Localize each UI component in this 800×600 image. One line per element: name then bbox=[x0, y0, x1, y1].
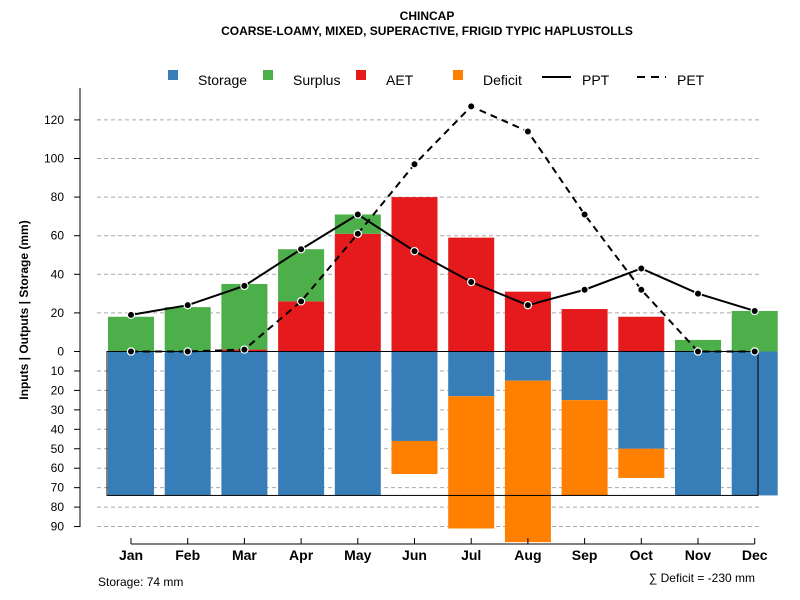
x-tick-label-aug: Aug bbox=[514, 547, 541, 563]
bar-aet-jun bbox=[392, 197, 438, 351]
legend-swatch-aet bbox=[356, 70, 366, 80]
x-tick-label-may: May bbox=[344, 547, 371, 563]
pet-point-apr bbox=[298, 298, 305, 305]
bar-storage-aug bbox=[505, 352, 551, 381]
storage-footer: Storage: 74 mm bbox=[98, 575, 183, 589]
pet-point-feb bbox=[184, 348, 191, 355]
chart-subtitle: COARSE-LOAMY, MIXED, SUPERACTIVE, FRIGID… bbox=[221, 24, 633, 38]
x-tick-label-feb: Feb bbox=[175, 547, 200, 563]
pet-point-jun bbox=[411, 161, 418, 168]
pet-point-may bbox=[354, 230, 361, 237]
y-tick-label-lower-60: 60 bbox=[51, 461, 65, 475]
y-tick-label-upper-20: 20 bbox=[51, 306, 65, 320]
ppt-point-feb bbox=[184, 302, 191, 309]
bar-surplus-feb bbox=[165, 307, 211, 351]
y-tick-label-lower-10: 10 bbox=[51, 364, 65, 378]
y-tick-label-lower-40: 40 bbox=[51, 422, 65, 436]
pet-point-jan bbox=[127, 348, 134, 355]
pet-point-mar bbox=[241, 346, 248, 353]
ppt-point-mar bbox=[241, 282, 248, 289]
ppt-point-nov bbox=[694, 290, 701, 297]
bar-storage-may bbox=[335, 352, 381, 496]
legend-label-aet: AET bbox=[386, 72, 414, 88]
y-tick-label-upper-100: 100 bbox=[44, 152, 64, 166]
ppt-point-may bbox=[354, 211, 361, 218]
y-tick-label-upper-80: 80 bbox=[51, 190, 65, 204]
y-tick-label-upper-40: 40 bbox=[51, 267, 65, 281]
bar-deficit-jun bbox=[392, 441, 438, 474]
bar-storage-jun bbox=[392, 352, 438, 441]
y-axis-label: Inputs | Outputs | Storage (mm) bbox=[17, 220, 31, 399]
ppt-point-jan bbox=[127, 311, 134, 318]
x-tick-label-sep: Sep bbox=[572, 547, 598, 563]
legend-swatch-storage bbox=[168, 70, 178, 80]
ppt-point-oct bbox=[638, 265, 645, 272]
bar-storage-mar bbox=[221, 352, 267, 496]
y-tick-label-lower-70: 70 bbox=[51, 481, 65, 495]
bar-aet-jul bbox=[448, 238, 494, 352]
pet-point-dec bbox=[751, 348, 758, 355]
pet-point-jul bbox=[468, 103, 475, 110]
legend-label-pet: PET bbox=[677, 72, 705, 88]
ppt-point-dec bbox=[751, 307, 758, 314]
ppt-point-jun bbox=[411, 248, 418, 255]
bar-surplus-mar bbox=[221, 284, 267, 350]
bar-storage-apr bbox=[278, 352, 324, 496]
pet-point-oct bbox=[638, 286, 645, 293]
x-tick-label-dec: Dec bbox=[742, 547, 768, 563]
deficit-footer: ∑ Deficit = -230 mm bbox=[649, 571, 755, 585]
legend-label-storage: Storage bbox=[198, 72, 247, 88]
x-tick-label-jun: Jun bbox=[402, 547, 427, 563]
bar-storage-jul bbox=[448, 352, 494, 397]
y-tick-label-lower-80: 80 bbox=[51, 500, 65, 514]
bar-aet-sep bbox=[562, 309, 608, 351]
x-tick-label-apr: Apr bbox=[289, 547, 314, 563]
y-tick-label-upper-0: 0 bbox=[57, 345, 64, 359]
bar-surplus-dec bbox=[732, 311, 778, 352]
bar-storage-oct bbox=[618, 352, 664, 449]
y-tick-label-upper-60: 60 bbox=[51, 229, 65, 243]
bar-aet-oct bbox=[618, 317, 664, 352]
pet-point-nov bbox=[694, 348, 701, 355]
pet-point-aug bbox=[524, 128, 531, 135]
ppt-point-apr bbox=[298, 246, 305, 253]
legend-swatch-surplus bbox=[263, 70, 273, 80]
ppt-point-sep bbox=[581, 286, 588, 293]
chart-title: CHINCAP bbox=[400, 9, 455, 23]
water-balance-chart: CHINCAP COARSE-LOAMY, MIXED, SUPERACTIVE… bbox=[0, 0, 800, 600]
bar-deficit-jul bbox=[448, 396, 494, 528]
bar-aet-apr bbox=[278, 301, 324, 351]
bar-deficit-oct bbox=[618, 449, 664, 478]
bar-surplus-jan bbox=[108, 317, 154, 352]
legend-swatch-deficit bbox=[453, 70, 463, 80]
ppt-point-aug bbox=[524, 302, 531, 309]
y-tick-label-lower-50: 50 bbox=[51, 442, 65, 456]
x-tick-label-nov: Nov bbox=[685, 547, 712, 563]
bar-storage-dec bbox=[732, 352, 778, 496]
bar-storage-sep bbox=[562, 352, 608, 401]
bars bbox=[107, 197, 778, 542]
x-tick-label-jul: Jul bbox=[461, 547, 481, 563]
x-tick-label-oct: Oct bbox=[630, 547, 654, 563]
bar-deficit-aug bbox=[505, 381, 551, 542]
bar-deficit-sep bbox=[562, 400, 608, 495]
ppt-point-jul bbox=[468, 278, 475, 285]
bar-storage-feb bbox=[165, 352, 211, 496]
bar-storage-jan bbox=[108, 352, 154, 496]
y-tick-label-lower-30: 30 bbox=[51, 403, 65, 417]
bar-surplus-apr bbox=[278, 249, 324, 301]
y-tick-label-lower-20: 20 bbox=[51, 383, 65, 397]
legend-label-deficit: Deficit bbox=[483, 72, 522, 88]
y-tick-label-lower-90: 90 bbox=[51, 520, 65, 534]
legend-label-ppt: PPT bbox=[582, 72, 610, 88]
legend: Storage Surplus AET Deficit PPT PET bbox=[168, 70, 705, 88]
legend-label-surplus: Surplus bbox=[293, 72, 340, 88]
pet-point-sep bbox=[581, 211, 588, 218]
x-tick-label-mar: Mar bbox=[232, 547, 257, 563]
y-tick-label-upper-120: 120 bbox=[44, 113, 64, 127]
x-tick-label-jan: Jan bbox=[119, 547, 143, 563]
bar-storage-nov bbox=[675, 352, 721, 496]
